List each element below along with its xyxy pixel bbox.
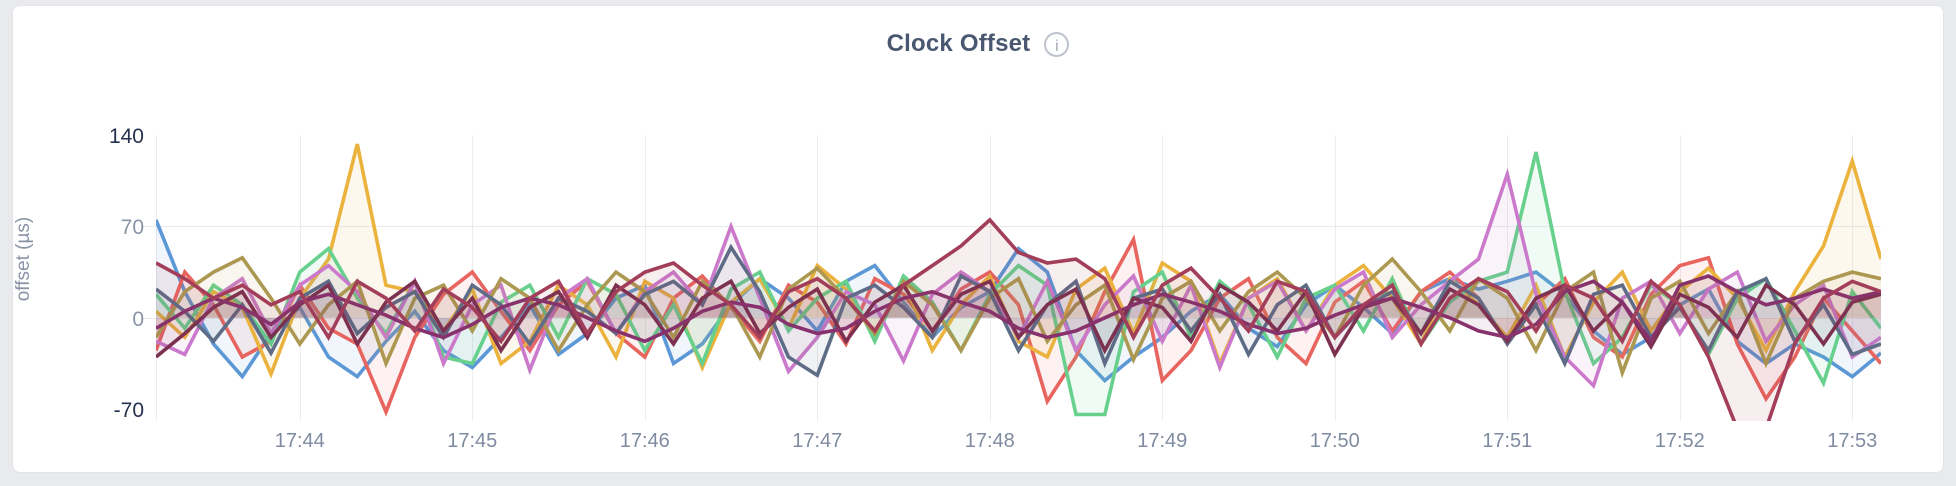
y-tick-label: 70: [120, 216, 144, 240]
chart-card: Clock Offset i offset (µs) 140 70 0 -70 17:…: [12, 5, 1944, 473]
series-green-line: [156, 151, 1881, 417]
series-green-area: [156, 152, 1881, 415]
plot-left-edge-line: [156, 135, 157, 421]
x-tick-label: 17:45: [447, 430, 498, 452]
x-tick-label: 17:51: [1482, 430, 1533, 452]
chart-header: Clock Offset i: [13, 30, 1943, 58]
line-chart-svg[interactable]: [156, 135, 1881, 421]
vertical-gridline: [299, 135, 301, 421]
series-blue-area: [156, 219, 1881, 381]
horizontal-gridline: [143, 226, 1881, 228]
vertical-gridline: [472, 135, 474, 421]
y-tick-label: 140: [108, 125, 144, 148]
y-axis-title: offset (µs): [13, 216, 34, 302]
x-tick-label: 17:50: [1309, 430, 1360, 452]
chart-title: Clock Offset: [886, 30, 1031, 57]
vertical-gridline: [1852, 135, 1854, 421]
info-icon[interactable]: i: [1044, 31, 1070, 57]
x-tick-label: 17:46: [619, 430, 670, 452]
x-tick-label: 17:44: [274, 430, 325, 452]
x-tick-label: 17:47: [792, 430, 843, 452]
y-tick-label: 0: [132, 307, 144, 331]
vertical-gridline: [1507, 135, 1509, 421]
series-wine-line: [156, 278, 1881, 359]
x-tick-label: 17:49: [1137, 430, 1188, 452]
series-maroon-area: [156, 219, 1881, 421]
y-tick-label: -70: [113, 399, 144, 423]
vertical-gridline: [1679, 135, 1681, 421]
vertical-gridline: [1334, 135, 1336, 421]
vertical-gridline: [1162, 135, 1164, 421]
series-plum-line: [156, 274, 1881, 345]
x-tick-label: 17:48: [964, 430, 1015, 452]
horizontal-gridline: [143, 317, 1881, 319]
vertical-gridline: [644, 135, 646, 421]
x-tick-label: 17:53: [1827, 430, 1878, 452]
series-olive-area: [156, 257, 1881, 373]
x-tick-label: 17:52: [1654, 430, 1705, 452]
series-olive-line: [156, 255, 1881, 379]
series-red-line: [156, 234, 1881, 417]
series-maroon-line: [156, 217, 1881, 421]
